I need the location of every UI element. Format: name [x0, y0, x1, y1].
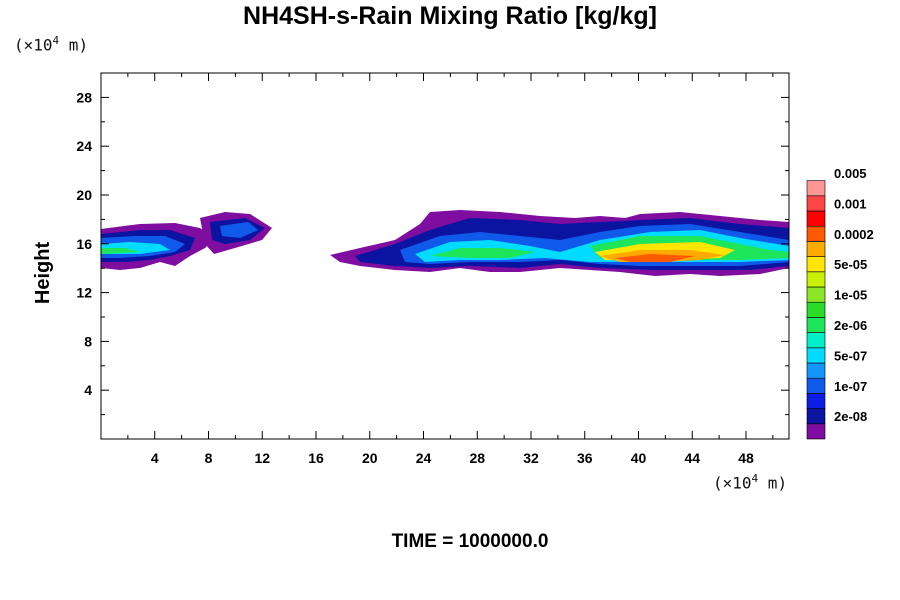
chart-title: NH4SH-s-Rain Mixing Ratio [kg/kg] — [243, 2, 657, 30]
colorbar-swatch — [806, 210, 826, 227]
y-unit-label: (×104 m) — [14, 34, 89, 55]
x-tick-label: 12 — [254, 450, 270, 466]
x-unit-text: m — [767, 473, 778, 493]
x-unit-label: (×104 m) — [713, 472, 788, 493]
colorbar-label: 2e-06 — [834, 318, 867, 333]
x-unit-exponent: 4 — [751, 472, 759, 485]
colorbar-swatch — [806, 347, 826, 364]
colorbar-swatch — [806, 286, 826, 303]
y-unit-text: m — [68, 35, 79, 55]
contour-level-green — [430, 248, 535, 258]
colorbar-swatch — [806, 423, 826, 440]
x-tick-label: 24 — [416, 450, 432, 466]
contour-level-green — [101, 248, 140, 254]
x-tick-label: 8 — [205, 450, 213, 466]
contour-level-blue — [220, 222, 258, 238]
colorbar-swatch — [806, 317, 826, 333]
x-tick-label: 28 — [469, 450, 485, 466]
colorbar: 2e-08 1e-07 5e-07 2e-06 1e-05 5e-05 0.0002 0.00… — [806, 166, 874, 440]
colorbar-label: 0.001 — [834, 196, 867, 211]
x-tick-label: 36 — [577, 450, 593, 466]
colorbar-swatch — [806, 195, 826, 212]
y-tick-label: 16 — [76, 236, 92, 252]
plot-frame — [100, 72, 790, 440]
y-unit-exponent: 4 — [52, 34, 60, 47]
colorbar-swatch — [806, 332, 826, 349]
colorbar-swatch — [806, 377, 826, 394]
x-tick-label: 48 — [738, 450, 754, 466]
colorbar-swatch — [806, 301, 826, 318]
x-tick-label: 40 — [631, 450, 647, 466]
colorbar-label: 1e-07 — [834, 379, 867, 394]
colorbar-label: 0.005 — [834, 166, 867, 181]
colorbar-label: 1e-05 — [834, 288, 867, 303]
time-footer: TIME = 1000000.0 — [391, 531, 549, 552]
y-tick-label: 28 — [76, 89, 92, 105]
x-tick-label: 16 — [308, 450, 324, 466]
x-axis: 4 8 12 16 20 24 28 32 36 40 44 48 — [127, 73, 774, 466]
y-tick-label: 12 — [76, 285, 92, 301]
x-tick-label: 20 — [362, 450, 378, 466]
y-tick-label: 24 — [76, 138, 92, 154]
contour-level-red — [615, 254, 695, 262]
contour-field — [101, 210, 789, 276]
colorbar-swatch — [806, 362, 826, 379]
colorbar-label: 5e-07 — [834, 348, 867, 363]
colorbar-label: 5e-05 — [834, 257, 867, 272]
colorbar-swatch — [806, 271, 826, 288]
y-tick-label: 4 — [84, 382, 92, 398]
colorbar-swatch — [806, 256, 826, 273]
colorbar-label: 2e-08 — [834, 409, 867, 424]
colorbar-swatch — [806, 393, 826, 409]
colorbar-label: 0.0002 — [834, 227, 874, 242]
colorbar-swatch — [806, 408, 826, 425]
y-tick-label: 8 — [84, 333, 92, 349]
colorbar-swatch — [806, 180, 826, 197]
y-tick-label: 20 — [76, 187, 92, 203]
y-axis: 4 8 12 16 20 24 28 — [76, 89, 789, 416]
x-tick-label: 4 — [151, 450, 159, 466]
x-tick-label: 32 — [523, 450, 539, 466]
colorbar-swatch — [806, 241, 826, 257]
colorbar-swatch — [806, 225, 826, 242]
x-tick-label: 44 — [684, 450, 700, 466]
